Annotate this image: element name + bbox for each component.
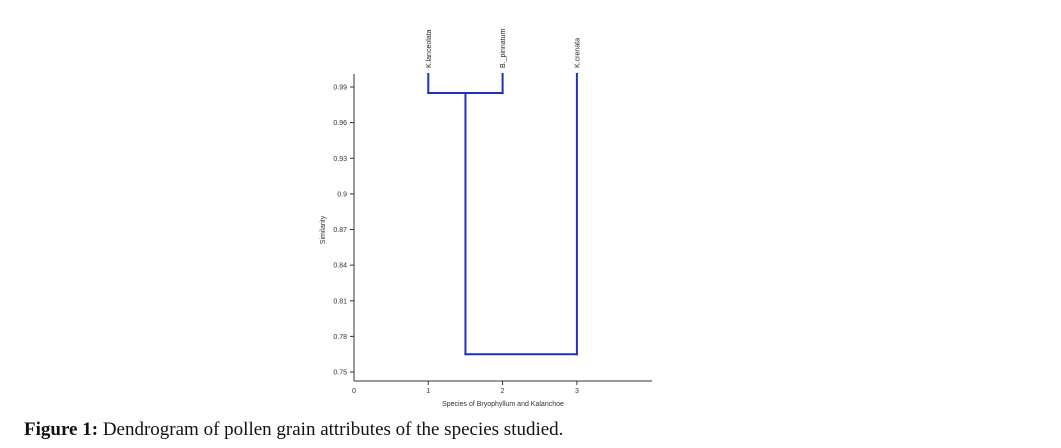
y-tick-label: 0.9 — [337, 191, 347, 198]
x-tick-label: 1 — [426, 388, 430, 395]
x-axis-title: Species of Bryophyllum and Kalanchoe — [442, 401, 564, 408]
y-tick-label: 0.99 — [333, 85, 347, 92]
y-tick-label: 0.78 — [333, 334, 347, 341]
y-tick-label: 0.81 — [333, 298, 347, 305]
y-axis-ticks: 0.99 0.96 0.93 0.9 0.87 0.84 0.81 0.78 0.75 — [333, 85, 354, 377]
figure-label: Figure 1: — [24, 419, 99, 440]
leaf-label: B._pinnatum — [500, 29, 507, 68]
y-tick-label: 0.93 — [333, 156, 347, 163]
y-tick-label: 0.87 — [333, 227, 347, 234]
y-tick-label: 0.75 — [333, 370, 347, 377]
leaf-labels: K.lanceolata B._pinnatum K.crenata — [426, 29, 582, 68]
dendrogram-branches — [427, 73, 578, 356]
x-tick-label: 3 — [575, 388, 579, 395]
figure-caption: Figure 1: Dendrogram of pollen grain att… — [24, 419, 1024, 441]
leaf-label: K.lanceolata — [426, 29, 433, 68]
y-tick-label: 0.84 — [333, 263, 347, 270]
y-axis-title: Similarity — [320, 215, 327, 244]
y-tick-label: 0.96 — [333, 120, 347, 127]
leaf-label: K.crenata — [574, 38, 581, 68]
x-axis-ticks: 0 1 2 3 — [352, 381, 579, 395]
x-tick-label: 0 — [352, 388, 356, 395]
figure-caption-text: Dendrogram of pollen grain attributes of… — [98, 419, 564, 440]
axes — [353, 74, 652, 382]
x-tick-label: 2 — [501, 388, 505, 395]
